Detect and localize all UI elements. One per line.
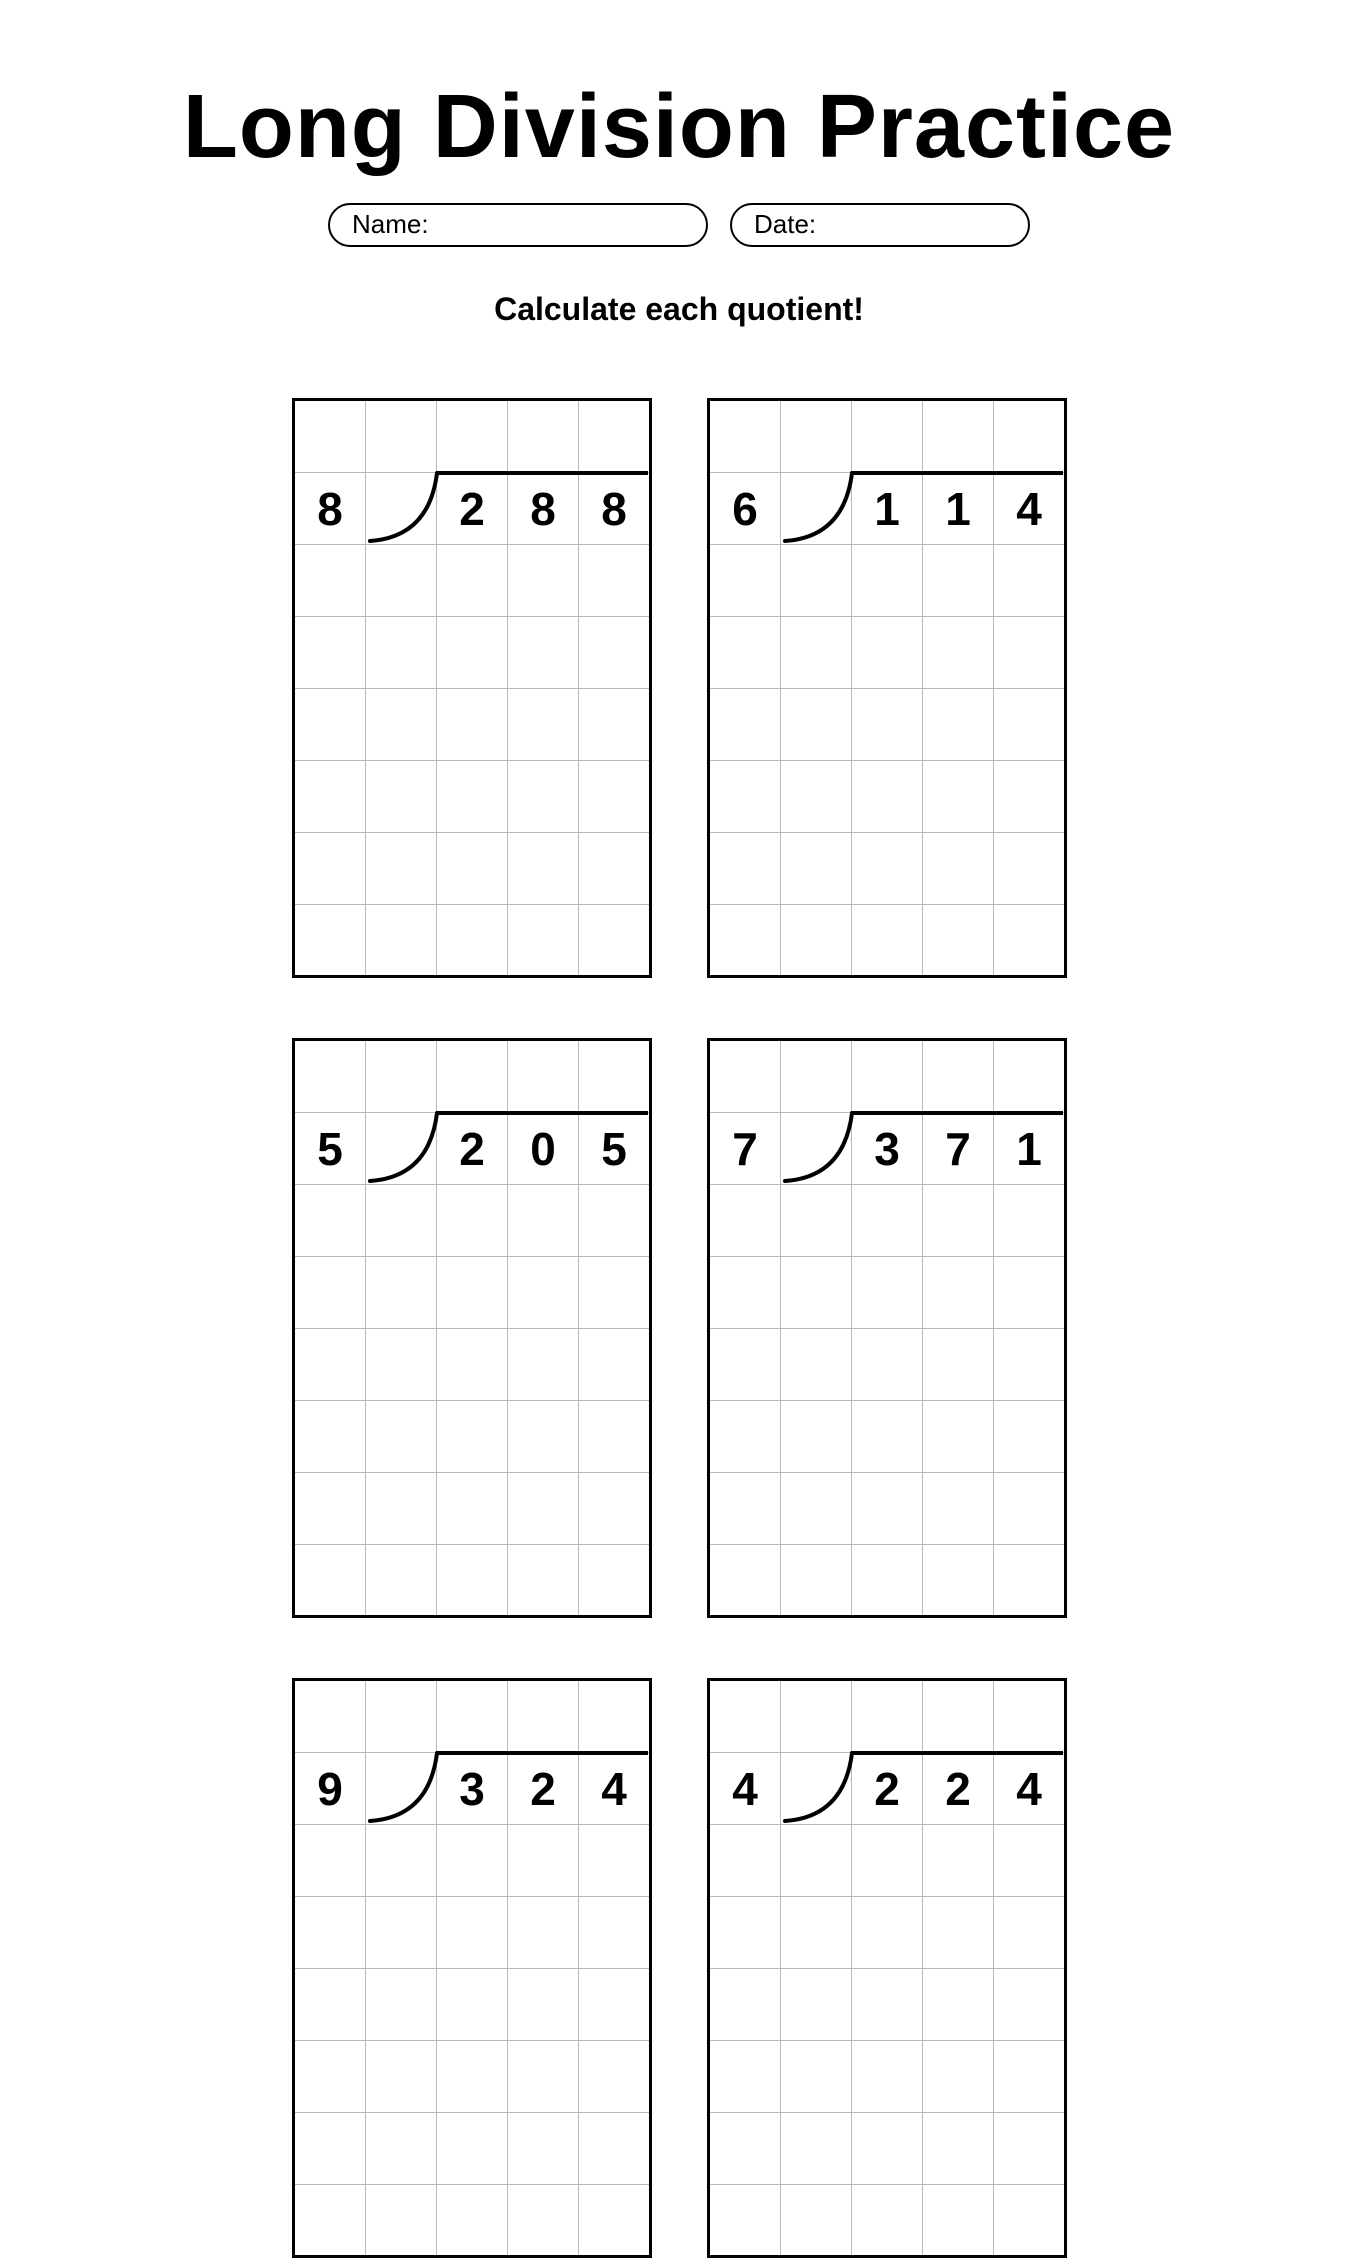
divisor: 4 xyxy=(710,1753,781,1825)
date-label: Date: xyxy=(754,209,816,240)
dividend-digit: 1 xyxy=(994,1113,1065,1185)
date-field[interactable]: Date: xyxy=(730,203,1030,247)
worksheet-page: Long Division Practice Name: Date: Calcu… xyxy=(0,0,1358,1920)
dividend-digit: 8 xyxy=(508,473,579,545)
dividend-digit: 2 xyxy=(852,1753,923,1825)
dividend-digit: 3 xyxy=(852,1113,923,1185)
name-field[interactable]: Name: xyxy=(328,203,708,247)
divisor: 9 xyxy=(295,1753,366,1825)
dividend-digit: 3 xyxy=(437,1753,508,1825)
dividend-digit: 2 xyxy=(437,473,508,545)
problem-1: 8288 xyxy=(292,398,652,978)
student-fields: Name: Date: xyxy=(90,203,1268,247)
problem-2: 6114 xyxy=(707,398,1067,978)
problem-5: 9324 xyxy=(292,1678,652,2258)
dividend-digit: 5 xyxy=(579,1113,650,1185)
problem-3: 5205 xyxy=(292,1038,652,1618)
page-title: Long Division Practice xyxy=(90,80,1268,175)
problem-6: 4224 xyxy=(707,1678,1067,2258)
dividend-digit: 0 xyxy=(508,1113,579,1185)
dividend-digit: 4 xyxy=(994,473,1065,545)
problem-4: 7371 xyxy=(707,1038,1067,1618)
divisor: 5 xyxy=(295,1113,366,1185)
divisor: 6 xyxy=(710,473,781,545)
dividend-digit: 8 xyxy=(579,473,650,545)
dividend-digit: 4 xyxy=(994,1753,1065,1825)
divisor: 8 xyxy=(295,473,366,545)
instructions-text: Calculate each quotient! xyxy=(90,291,1268,328)
dividend-digit: 1 xyxy=(923,473,994,545)
dividend-digit: 1 xyxy=(852,473,923,545)
dividend-digit: 2 xyxy=(923,1753,994,1825)
dividend-digit: 2 xyxy=(508,1753,579,1825)
dividend-digit: 2 xyxy=(437,1113,508,1185)
problems-grid: 828861145205737193244224 xyxy=(90,398,1268,2258)
name-label: Name: xyxy=(352,209,429,240)
divisor: 7 xyxy=(710,1113,781,1185)
dividend-digit: 7 xyxy=(923,1113,994,1185)
dividend-digit: 4 xyxy=(579,1753,650,1825)
